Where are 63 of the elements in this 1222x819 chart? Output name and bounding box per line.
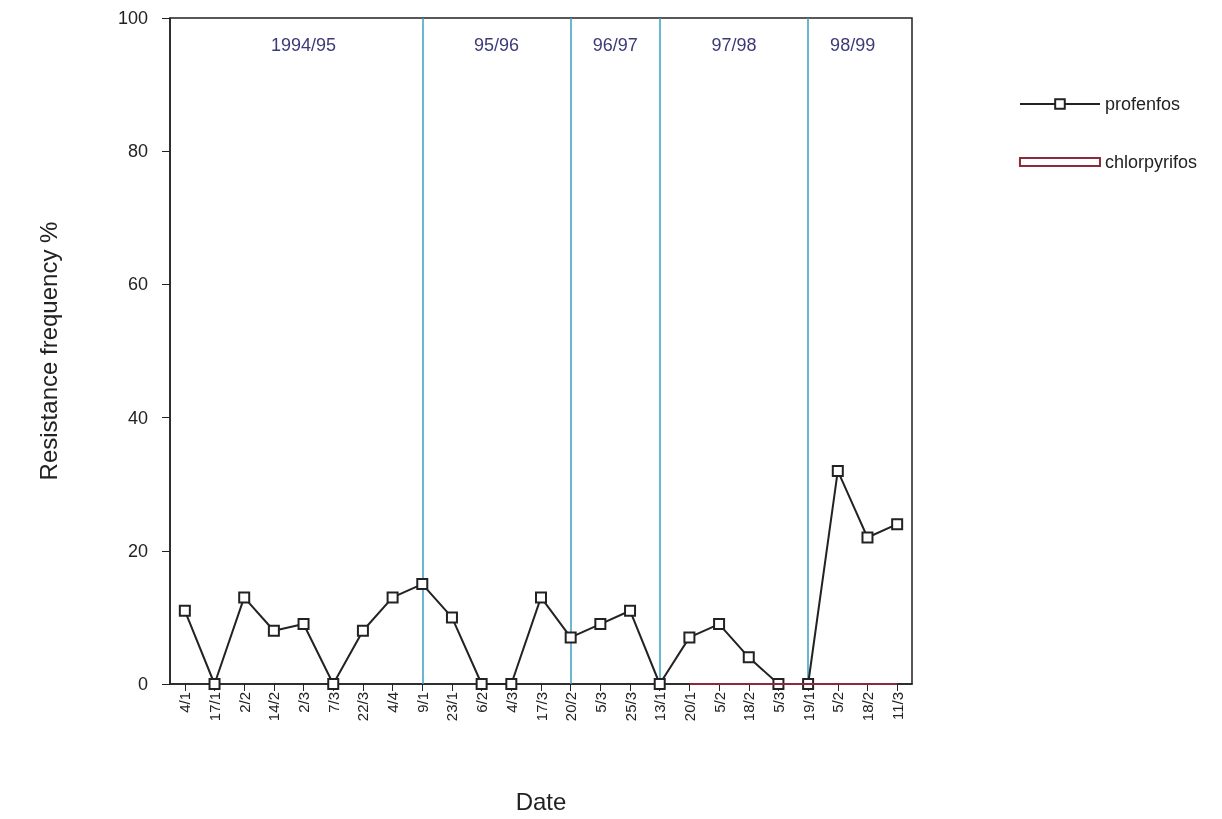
point <box>535 591 547 604</box>
point <box>238 591 251 604</box>
x-tick-label: 9/1 <box>413 692 431 713</box>
x-tick-label: 14/2 <box>265 692 283 722</box>
x-tick-label: 5/3 <box>769 692 787 713</box>
y-tick-label: 60 <box>127 274 148 295</box>
y-tick-label: 80 <box>127 141 148 162</box>
x-tick-label: 20/1 <box>680 692 698 722</box>
x-tick-label: 4/4 <box>384 692 402 713</box>
x-tick-label: 5/2 <box>710 692 728 713</box>
point <box>653 678 666 690</box>
annotation: 96/97 <box>592 35 638 55</box>
point <box>742 651 755 664</box>
y-axis-title: Resistance frequency % <box>34 221 62 481</box>
x-tick-label: 6/2 <box>473 692 491 713</box>
point <box>624 604 637 617</box>
x-tick-label: 11/3 <box>888 692 906 721</box>
y-tick-label: 20 <box>127 540 148 561</box>
point <box>178 604 191 617</box>
point <box>297 618 310 631</box>
x-tick-label: 5/2 <box>829 692 847 713</box>
point <box>564 631 577 644</box>
x-tick-label: 17/3 <box>532 692 550 722</box>
x-tick-label: 23/1 <box>443 692 461 722</box>
x-tick-label: 22/3 <box>354 692 372 722</box>
x-tick-label: 4/1 <box>176 692 194 713</box>
x-tick-label: 5/3 <box>591 692 609 713</box>
point <box>475 678 488 690</box>
point <box>445 611 458 624</box>
y-tick-label: 100 <box>117 8 148 28</box>
point <box>208 678 221 690</box>
x-tick-label: 18/2 <box>858 692 876 722</box>
point <box>891 518 904 531</box>
point <box>683 631 696 644</box>
annotation: 95/96 <box>473 35 519 55</box>
point <box>505 678 518 690</box>
point <box>386 591 399 604</box>
point <box>831 464 844 477</box>
legend-label: chlorpyrifos <box>1104 152 1197 172</box>
x-tick-label: 13/1 <box>651 692 669 722</box>
x-tick-label: 2/3 <box>295 692 313 713</box>
point <box>594 618 607 631</box>
x-tick-label: 7/3 <box>324 692 342 713</box>
annotation: 97/98 <box>711 35 757 55</box>
point <box>861 531 874 544</box>
x-tick-label: 18/2 <box>740 692 758 722</box>
x-tick-label: 19/1 <box>799 692 817 722</box>
x-tick-label: 20/2 <box>562 692 580 722</box>
x-tick-label: 17/1 <box>206 692 224 722</box>
x-tick-label: 2/2 <box>235 692 253 713</box>
x-tick-label: 25/3 <box>621 692 639 722</box>
point <box>713 618 726 631</box>
legend-label: profenfos <box>1104 94 1181 114</box>
point <box>267 624 280 637</box>
y-tick-label: 0 <box>137 674 148 694</box>
point <box>416 578 429 591</box>
y-tick-label: 40 <box>127 407 148 428</box>
annotation: 1994/95 <box>271 35 337 55</box>
point <box>356 624 369 637</box>
point <box>327 678 340 690</box>
annotation: 98/99 <box>830 35 876 55</box>
x-axis-title: Date <box>515 787 567 815</box>
x-tick-label: 4/3 <box>502 692 520 713</box>
